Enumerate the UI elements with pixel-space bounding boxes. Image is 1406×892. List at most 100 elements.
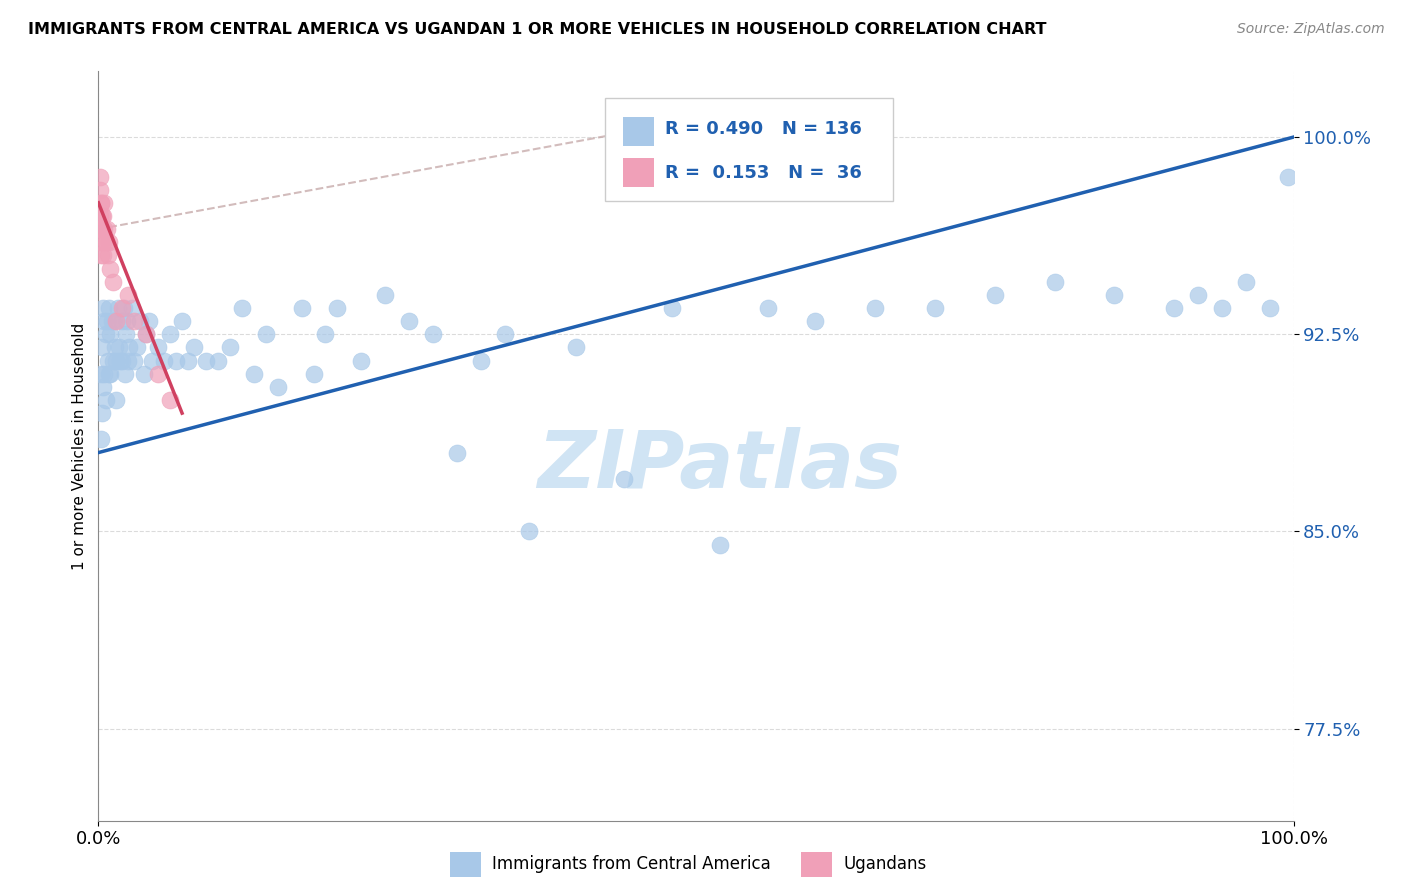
Point: [984, 288, 1007, 302]
Point: [89, 183, 111, 197]
Point: [398, 314, 420, 328]
Point: [326, 301, 349, 315]
Text: R =  0.153   N =  36: R = 0.153 N = 36: [665, 164, 862, 182]
Point: [177, 353, 200, 368]
Point: [709, 538, 731, 552]
Point: [96, 314, 118, 328]
Point: [291, 301, 314, 315]
Text: ZIPatlas: ZIPatlas: [537, 426, 903, 505]
Point: [94, 327, 117, 342]
Point: [565, 340, 588, 354]
Point: [267, 380, 290, 394]
Point: [153, 353, 176, 368]
Point: [494, 327, 516, 342]
Point: [135, 327, 157, 342]
Point: [91, 406, 114, 420]
Point: [90, 195, 112, 210]
Point: [422, 327, 444, 342]
Point: [91, 380, 114, 394]
Point: [141, 353, 163, 368]
Text: Ugandans: Ugandans: [844, 855, 927, 873]
Point: [159, 327, 181, 342]
Point: [107, 301, 129, 315]
Point: [107, 340, 129, 354]
Point: [924, 301, 946, 315]
Point: [111, 353, 134, 368]
Point: [112, 301, 135, 315]
Point: [103, 314, 125, 328]
Point: [470, 353, 492, 368]
Point: [1211, 301, 1233, 315]
Text: R = 0.490   N = 136: R = 0.490 N = 136: [665, 120, 862, 137]
Point: [91, 301, 114, 315]
Point: [138, 314, 160, 328]
Point: [1163, 301, 1185, 315]
Point: [125, 340, 148, 354]
Point: [91, 222, 114, 236]
Point: [219, 340, 242, 354]
Point: [94, 392, 117, 407]
Point: [1043, 275, 1066, 289]
Point: [118, 340, 141, 354]
Point: [756, 301, 779, 315]
Point: [865, 301, 887, 315]
Point: [172, 314, 194, 328]
Point: [96, 222, 118, 236]
Point: [661, 301, 683, 315]
Point: [98, 327, 122, 342]
Point: [90, 433, 112, 447]
Point: [93, 222, 115, 236]
Point: [121, 301, 143, 315]
Point: [1258, 301, 1281, 315]
Point: [93, 367, 115, 381]
Point: [108, 353, 131, 368]
Point: [183, 340, 205, 354]
Point: [91, 209, 114, 223]
Point: [105, 353, 128, 368]
Point: [446, 445, 468, 459]
Point: [98, 261, 122, 276]
Point: [115, 314, 138, 328]
Point: [98, 367, 122, 381]
Point: [101, 275, 124, 289]
Text: IMMIGRANTS FROM CENTRAL AMERICA VS UGANDAN 1 OR MORE VEHICLES IN HOUSEHOLD CORRE: IMMIGRANTS FROM CENTRAL AMERICA VS UGAND…: [28, 22, 1046, 37]
Point: [804, 314, 827, 328]
Point: [124, 353, 146, 368]
Point: [148, 367, 170, 381]
Point: [89, 222, 111, 236]
Text: Source: ZipAtlas.com: Source: ZipAtlas.com: [1237, 22, 1385, 37]
Point: [105, 392, 128, 407]
Point: [613, 472, 636, 486]
Point: [111, 314, 134, 328]
Point: [148, 340, 170, 354]
Point: [1234, 275, 1257, 289]
Point: [231, 301, 253, 315]
Point: [135, 327, 157, 342]
Point: [104, 340, 127, 354]
Point: [117, 353, 139, 368]
Point: [97, 353, 120, 368]
Point: [91, 340, 114, 354]
Point: [90, 367, 112, 381]
Point: [1187, 288, 1209, 302]
Point: [111, 301, 134, 315]
Point: [98, 367, 121, 381]
Point: [207, 353, 229, 368]
Point: [105, 314, 128, 328]
Point: [90, 248, 112, 262]
Point: [254, 327, 277, 342]
Y-axis label: 1 or more Vehicles in Household: 1 or more Vehicles in Household: [72, 322, 87, 570]
Point: [115, 327, 138, 342]
Point: [1104, 288, 1126, 302]
Text: Immigrants from Central America: Immigrants from Central America: [492, 855, 770, 873]
Point: [124, 314, 146, 328]
Point: [90, 235, 112, 250]
Point: [91, 209, 114, 223]
Point: [374, 288, 396, 302]
Point: [91, 248, 114, 262]
Point: [98, 235, 121, 250]
Point: [129, 314, 152, 328]
Point: [101, 353, 124, 368]
Point: [350, 353, 373, 368]
Point: [93, 314, 115, 328]
